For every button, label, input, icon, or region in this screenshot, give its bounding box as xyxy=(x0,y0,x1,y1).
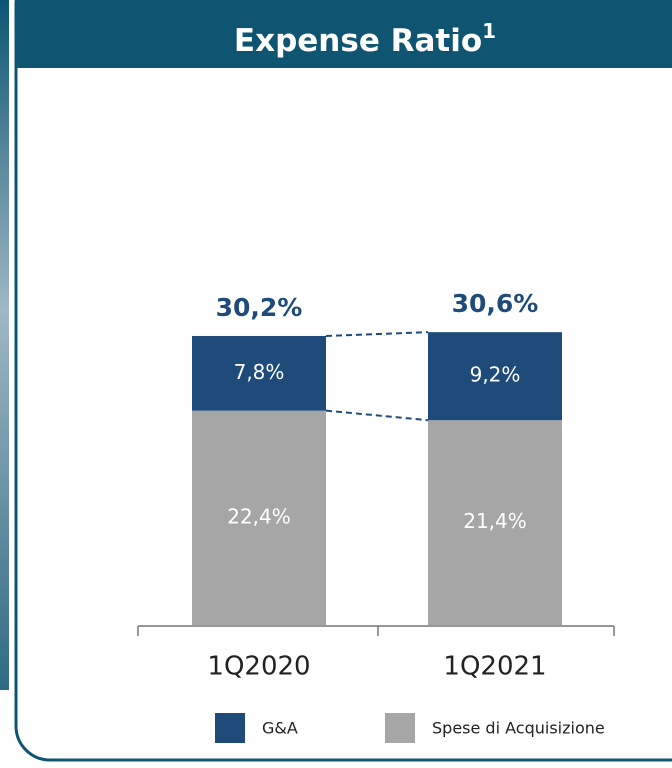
value-label: 21,4% xyxy=(463,509,527,533)
total-label: 30,6% xyxy=(452,289,539,318)
bar-segment xyxy=(192,335,326,411)
header-bar xyxy=(16,0,672,68)
legend-label: Spese di Acquisizione xyxy=(432,719,605,738)
legend-swatch xyxy=(385,713,415,743)
x-tick-label: 1Q2021 xyxy=(443,652,546,682)
total-label: 30,2% xyxy=(216,293,303,322)
bar-segment xyxy=(428,332,562,421)
value-label: 9,2% xyxy=(470,363,521,387)
legend-label: G&A xyxy=(262,719,298,738)
bar-segment xyxy=(428,420,562,625)
side-strip xyxy=(0,0,9,690)
value-label: 7,8% xyxy=(234,360,285,384)
value-label: 22,4% xyxy=(227,504,291,528)
title-text: Expense Ratio xyxy=(234,23,482,59)
legend-swatch xyxy=(215,713,245,743)
connector-line xyxy=(325,409,429,422)
bar-segment xyxy=(192,410,326,625)
title-note: 1 xyxy=(482,19,496,43)
frame xyxy=(14,0,672,762)
chart-title: Expense Ratio1 xyxy=(234,19,496,59)
connector-line xyxy=(325,331,429,337)
x-tick-label: 1Q2020 xyxy=(207,652,310,682)
